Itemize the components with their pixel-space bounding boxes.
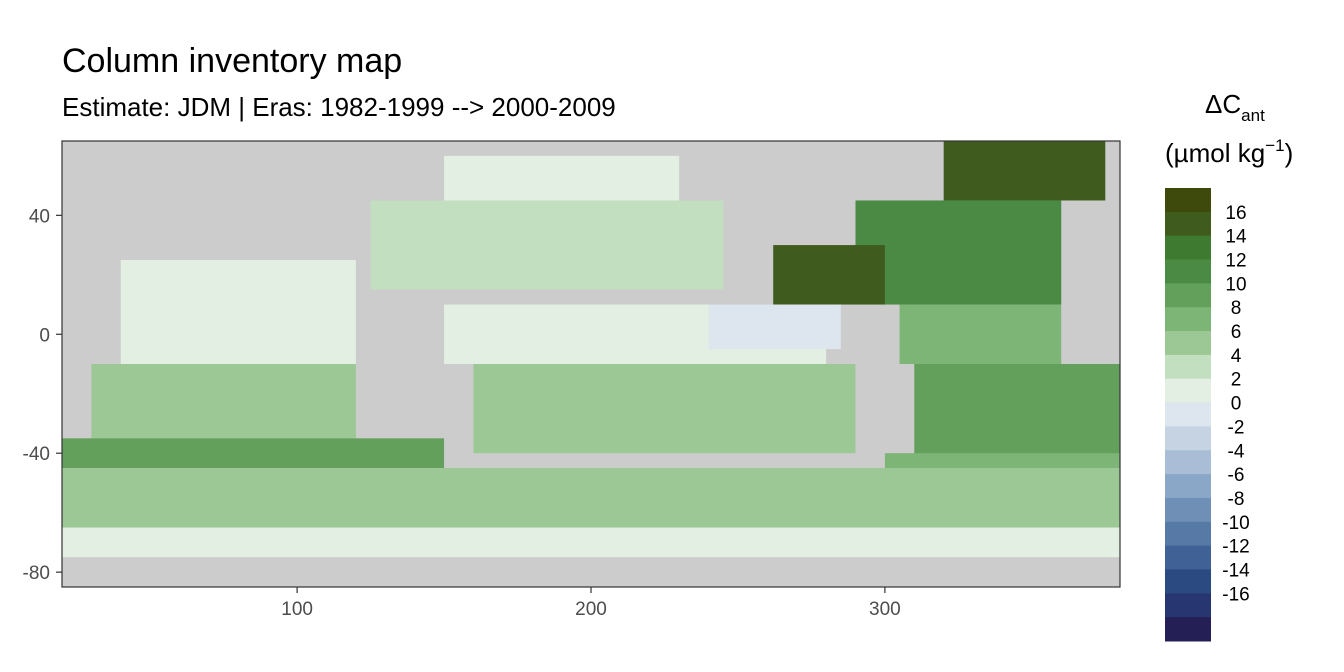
ocean-field (62, 141, 1120, 558)
ocean-region (899, 304, 1062, 364)
legend-swatch (1165, 402, 1211, 427)
legend-label: -10 (1222, 513, 1249, 534)
legend-swatch (1165, 617, 1211, 642)
y-tick-label: 40 (29, 206, 50, 227)
legend-swatch (1165, 569, 1211, 594)
ocean-region (914, 364, 1120, 469)
ocean-region (62, 468, 1120, 528)
legend-swatch (1165, 450, 1211, 475)
ocean-region (473, 364, 856, 454)
x-axis: 100 200 300 (281, 587, 901, 620)
legend-label: -12 (1222, 537, 1249, 558)
chart-subtitle: Estimate: JDM | Eras: 1982-1999 --> 2000… (62, 92, 616, 122)
legend-label: 12 (1225, 251, 1246, 272)
legend-swatch (1165, 497, 1211, 523)
ocean-region (444, 155, 680, 201)
legend-swatch (1165, 188, 1211, 213)
legend-swatch (1165, 235, 1211, 261)
legend-label: -6 (1228, 465, 1245, 486)
legend-units: (µmol kg−1) (1165, 136, 1293, 168)
ocean-region (120, 259, 356, 364)
legend-swatch (1165, 354, 1211, 380)
legend-swatch (1165, 474, 1211, 499)
ocean-region (708, 304, 841, 350)
legend-swatch (1165, 545, 1211, 570)
legend-swatch (1165, 283, 1211, 308)
legend-label: 0 (1231, 394, 1242, 415)
ocean-region (855, 200, 1062, 305)
y-tick-label: -80 (23, 563, 50, 584)
legend-label: 2 (1231, 370, 1242, 391)
y-tick-label: -40 (23, 444, 50, 465)
y-axis: 40 0 -40 -80 (23, 206, 62, 584)
ocean-region (943, 141, 1106, 201)
x-tick-label: 200 (575, 599, 607, 620)
legend-label: 10 (1225, 274, 1246, 295)
legend-label: -8 (1228, 489, 1245, 510)
legend-label: -14 (1222, 560, 1250, 581)
ocean-region (91, 364, 356, 439)
ocean-region (773, 245, 885, 305)
y-tick-label: 0 (39, 325, 50, 346)
legend-label: -4 (1228, 441, 1245, 462)
ocean-region (370, 200, 724, 290)
legend-label: 16 (1225, 203, 1246, 224)
legend-label: 6 (1231, 322, 1242, 343)
legend-label: -16 (1222, 584, 1249, 605)
legend-swatch (1165, 521, 1211, 547)
legend-swatch (1165, 378, 1211, 404)
ocean-region (62, 527, 1120, 558)
legend-swatch (1165, 426, 1211, 451)
legend-label: -2 (1228, 417, 1245, 438)
legend-swatch (1165, 307, 1211, 332)
legend-swatch (1165, 593, 1211, 618)
legend-title: ΔCant (1205, 89, 1265, 125)
legend-swatch (1165, 211, 1211, 237)
x-tick-label: 100 (281, 599, 313, 620)
legend-swatch (1165, 259, 1211, 284)
legend-label: 14 (1225, 227, 1247, 248)
legend-label: 8 (1231, 298, 1242, 319)
chart-title: Column inventory map (62, 42, 403, 80)
x-tick-label: 300 (869, 599, 901, 620)
ocean-region (62, 438, 445, 469)
legend-label: 4 (1231, 346, 1242, 367)
legend-swatch (1165, 331, 1211, 356)
